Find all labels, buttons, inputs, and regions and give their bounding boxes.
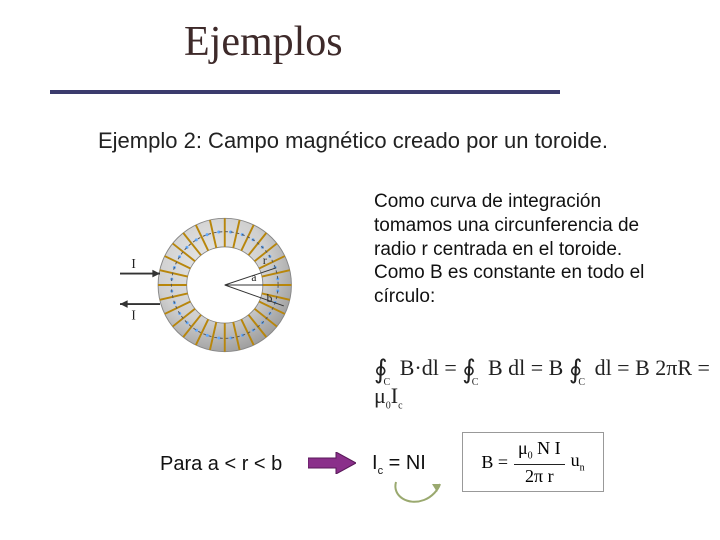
subtitle: Ejemplo 2: Campo magnético creado por un… (98, 128, 608, 154)
integral-equation: ∮C B·dl = ∮C B dl = B ∮C dl = B 2πR = μ0… (374, 355, 720, 415)
toroid-svg: r a b I I (120, 195, 320, 375)
title-underline (50, 90, 560, 94)
toroid-diagram: r a b I I (120, 195, 320, 375)
implies-arrow-icon (308, 452, 356, 474)
label-a: a (251, 272, 256, 284)
page-title: Ejemplos (184, 18, 343, 66)
condition-text: Para a < r < b (160, 453, 282, 476)
curly-arrow-icon (390, 480, 442, 510)
result-lhs: B = (481, 452, 508, 473)
label-b: b (267, 293, 273, 305)
label-i-bottom: I (131, 307, 135, 322)
label-r: r (263, 255, 267, 267)
label-i-top: I (131, 256, 135, 271)
result-formula: B = μ0 N I 2π r un (462, 432, 604, 492)
slide: Ejemplos Ejemplo 2: Campo magnético crea… (0, 0, 720, 540)
body-text: Como curva de integración tomamos una ci… (374, 190, 664, 309)
ic-equals-ni: Ic = NI (372, 452, 426, 477)
